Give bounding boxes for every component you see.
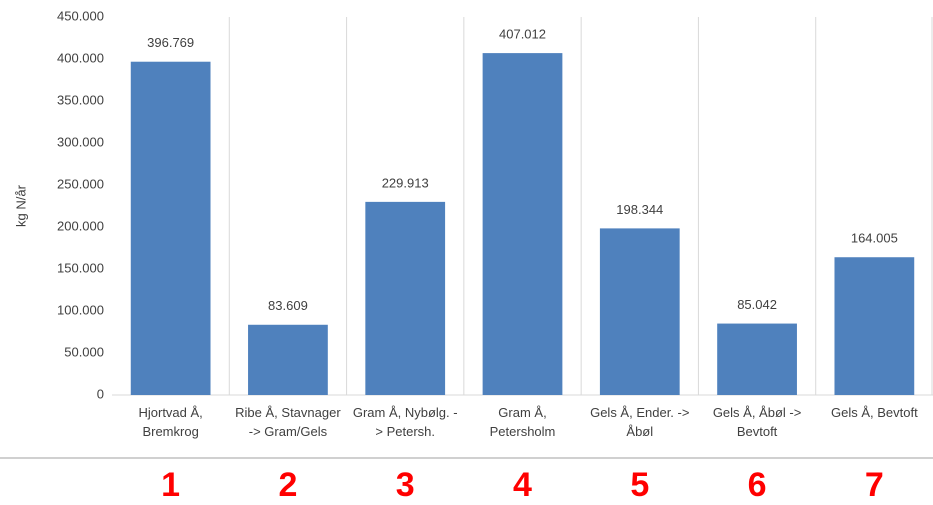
value-label: 229.913 [382,175,429,190]
annotation: 7 [864,466,884,504]
annotation: 1 [161,466,181,504]
y-tick-label: 50.000 [64,344,104,359]
x-tick-label: Ribe Å, Stavnager -> Gram/Gels [235,405,341,439]
bar [599,228,680,395]
y-tick-label: 400.000 [57,50,104,65]
y-axis-label: kg N/år [13,184,28,227]
annotation: 2 [278,466,298,504]
x-tick-label: Gram Å, Petersholm [489,405,556,439]
y-tick-label: 450.000 [57,8,104,23]
annotation: 5 [630,466,650,504]
y-tick-label: 100.000 [57,302,104,317]
annotation: 3 [395,466,415,504]
value-label: 198.344 [616,202,663,217]
x-tick-label: Gels Å, Åbøl -> Bevtoft [712,405,802,439]
y-tick-label: 0 [97,386,104,401]
y-tick-label: 300.000 [57,134,104,149]
bar [717,323,797,395]
value-label: 85.042 [737,297,777,312]
annotation: 6 [747,466,767,504]
x-tick-label: Gels Å, Bevtoft [830,405,918,420]
bar [248,324,328,395]
bar [482,53,563,395]
annotation: 4 [513,466,532,504]
y-tick-label: 350.000 [57,92,104,107]
value-label: 396.769 [147,35,194,50]
x-tick-label: Hjortvad Å, Bremkrog [138,405,203,439]
bar [130,61,211,395]
y-tick-label: 250.000 [57,176,104,191]
value-label: 164.005 [851,231,898,246]
bar [834,257,915,395]
value-label: 83.609 [268,298,308,313]
y-tick-label: 200.000 [57,218,104,233]
y-tick-label: 150.000 [57,260,104,275]
value-label: 407.012 [499,27,546,42]
x-tick-label: Gels Å, Ender. -> Åbøl [590,405,690,439]
x-tick-label: Gram Å, Nybølg. -> Petersh. [352,405,458,439]
bar [365,201,446,395]
